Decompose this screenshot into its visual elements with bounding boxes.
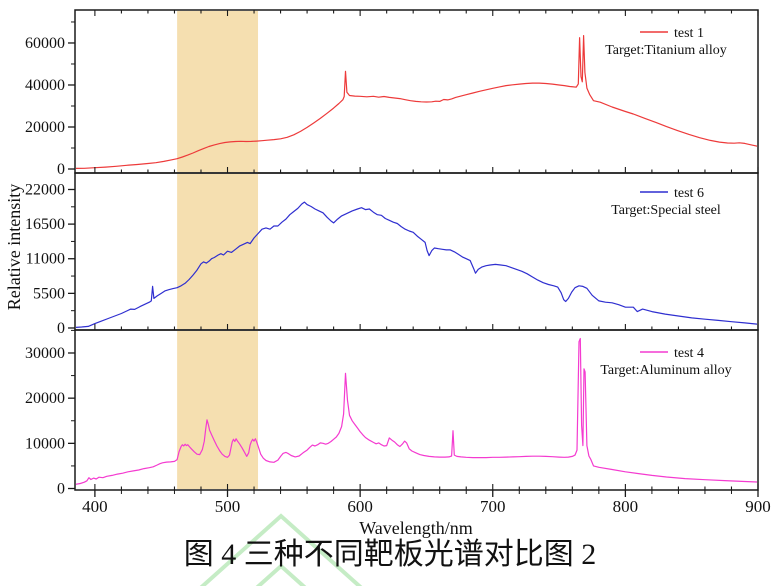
y-tick-label: 0 bbox=[57, 161, 65, 178]
legend-name-test-6: test 6 bbox=[674, 186, 704, 201]
y-tick-label: 40000 bbox=[25, 77, 65, 94]
y-tick-label: 0 bbox=[57, 320, 65, 337]
y-tick-label: 20000 bbox=[25, 119, 65, 136]
panel-frame bbox=[74, 329, 759, 491]
curve-test-4 bbox=[76, 337, 757, 485]
highlight-band bbox=[177, 174, 259, 329]
legend-target-test-1: Target:Titanium alloy bbox=[605, 43, 727, 58]
legend-target-test-6: Target:Special steel bbox=[611, 203, 721, 218]
x-axis: 400 500 600 700 800 900 bbox=[82, 490, 771, 516]
highlight-band bbox=[177, 331, 259, 489]
figure-caption: 图 4 三种不同靶板光谱对比图 2 bbox=[184, 538, 597, 571]
curve-test-6 bbox=[76, 201, 757, 328]
y-tick-label: 16500 bbox=[25, 216, 65, 233]
legend-target-test-4: Target:Aluminum alloy bbox=[600, 363, 731, 378]
x-tick-label: 400 bbox=[82, 497, 108, 516]
x-tick-label: 600 bbox=[347, 497, 373, 516]
panel-test-6: 0 5500 11000 16500 22000 test 6 Target:Special… bbox=[25, 172, 759, 337]
watermark-chevron-inner bbox=[255, 563, 307, 586]
legend-name-test-1: test 1 bbox=[674, 26, 704, 41]
panel-test-1: 0 20000 40000 60000 test 1 Target:Titanium al… bbox=[25, 9, 759, 178]
y-tick-label: 5500 bbox=[33, 285, 65, 302]
x-tick-label: 700 bbox=[480, 497, 506, 516]
y-tick-label: 11000 bbox=[26, 251, 65, 268]
panel-test-4: 0 10000 20000 30000 test 4 Target:Aluminum al… bbox=[25, 329, 759, 498]
watermark bbox=[199, 513, 363, 586]
y-tick-label: 22000 bbox=[25, 181, 65, 198]
y-axis-title: Relative intensity bbox=[4, 184, 24, 310]
panels: 0 20000 40000 60000 test 1 Target:Titanium al… bbox=[25, 9, 759, 498]
watermark-chevron-outer bbox=[199, 513, 363, 586]
y-tick-label: 20000 bbox=[25, 390, 65, 407]
x-tick-label: 800 bbox=[613, 497, 639, 516]
curve-test-1 bbox=[76, 35, 757, 169]
y-tick-label: 30000 bbox=[25, 345, 65, 362]
x-tick-label: 900 bbox=[745, 497, 771, 516]
highlight-band bbox=[177, 11, 259, 172]
y-tick-label: 0 bbox=[57, 481, 65, 498]
x-tick-label: 500 bbox=[215, 497, 241, 516]
legend-name-test-4: test 4 bbox=[674, 346, 704, 361]
x-axis-title: Wavelength/nm bbox=[359, 518, 473, 538]
y-tick-label: 60000 bbox=[25, 35, 65, 52]
y-tick-label: 10000 bbox=[25, 435, 65, 452]
